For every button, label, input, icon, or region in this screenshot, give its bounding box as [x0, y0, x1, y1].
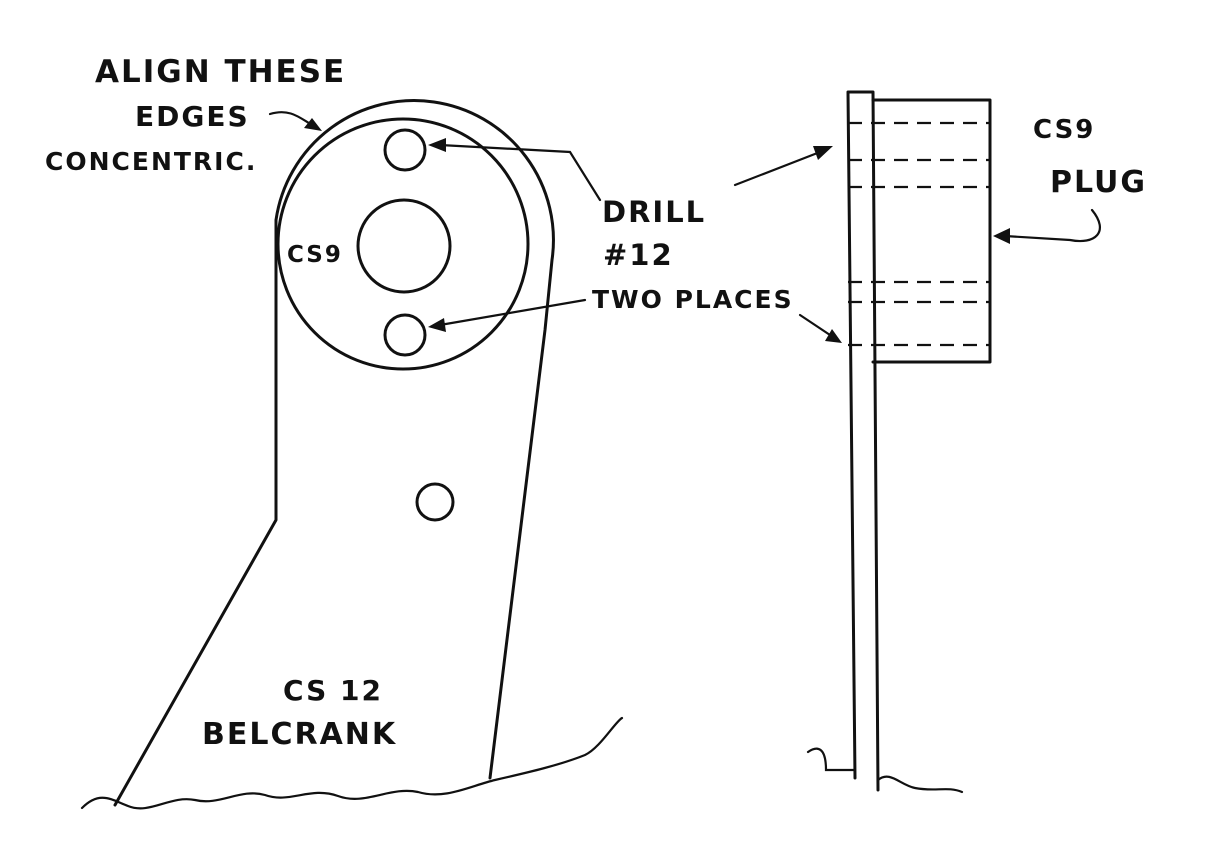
- shaft-break-right: [876, 775, 964, 794]
- shaft-arrowhead-upper: [813, 146, 833, 160]
- align-label-line3: CONCENTRIC.: [45, 147, 257, 176]
- align-leader: [268, 111, 314, 127]
- drill-leader-top: [438, 143, 602, 202]
- drill-hole-bottom: [383, 313, 427, 357]
- plug-leader: [1003, 208, 1101, 243]
- drill-arrowhead-bottom: [428, 318, 446, 332]
- drill-leader-bottom: [438, 298, 587, 327]
- shaft-arrowhead-lower: [825, 329, 842, 343]
- shaft-side-view: [846, 90, 880, 792]
- align-label-line1: ALIGN THESE: [95, 54, 346, 90]
- belcrank-label-line2: BELCRANK: [202, 717, 397, 752]
- plug-label-line1: CS9: [1033, 115, 1095, 145]
- drill-hole-top: [383, 128, 427, 172]
- belcrank-outline: [113, 99, 555, 807]
- shaft-break-left: [806, 747, 857, 772]
- plug-side-view: [871, 98, 992, 364]
- cs9-plate-circle: [276, 117, 530, 371]
- align-label-line2: EDGES: [135, 100, 250, 133]
- drill-label-line3: TWO PLACES: [592, 285, 794, 314]
- shaft-leader-upper: [733, 150, 822, 187]
- center-hole: [356, 198, 452, 294]
- shaft-leader-lower: [798, 313, 832, 337]
- belcrank-label-line1: CS 12: [283, 674, 383, 707]
- align-arrowhead: [304, 118, 322, 131]
- pivot-hole: [415, 482, 455, 522]
- drill-label-line2: #12: [603, 238, 674, 272]
- plug-label-line2: PLUG: [1050, 165, 1147, 200]
- drill-arrowhead-top: [428, 138, 446, 152]
- plate-cs9-label: CS9: [287, 242, 343, 268]
- plug-arrowhead: [993, 228, 1010, 244]
- drill-label-line1: DRILL: [602, 195, 706, 229]
- belcrank-break-line: [80, 716, 624, 810]
